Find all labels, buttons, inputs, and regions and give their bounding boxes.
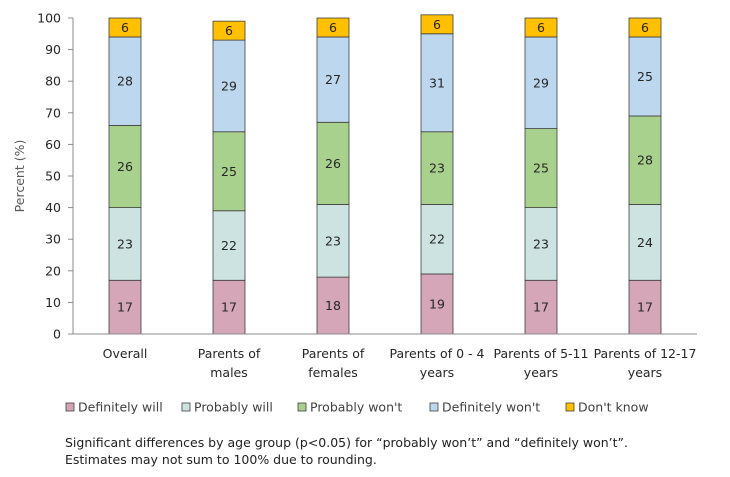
data-label: 17 bbox=[117, 300, 133, 315]
bar-segment bbox=[628, 279, 662, 335]
data-label: 17 bbox=[221, 300, 237, 315]
y-tick-label: 10 bbox=[45, 295, 61, 310]
bar-segment bbox=[628, 36, 662, 117]
data-label: 17 bbox=[637, 300, 653, 315]
data-label: 19 bbox=[429, 296, 445, 311]
legend-label: Definitely will bbox=[78, 400, 163, 415]
x-tick-label: Parents of bbox=[302, 346, 365, 361]
bar-segment bbox=[524, 128, 558, 209]
bar-segment bbox=[212, 210, 246, 281]
data-label: 25 bbox=[533, 161, 549, 176]
bar-segment bbox=[524, 17, 558, 38]
legend-label: Don't know bbox=[578, 400, 649, 415]
bar-segment bbox=[212, 39, 246, 133]
y-tick-label: 20 bbox=[45, 263, 61, 278]
legend-swatch bbox=[297, 402, 307, 412]
footnote: Significant differences by age group (p<… bbox=[65, 434, 725, 468]
y-axis: 0 10 20 30 40 50 60 70 80 90 100 Percent (%) bbox=[12, 11, 74, 342]
data-label: 17 bbox=[533, 300, 549, 315]
legend-swatch bbox=[565, 402, 575, 412]
y-tick-label: 50 bbox=[45, 169, 61, 184]
bar-segment bbox=[628, 204, 662, 281]
x-tick-label: Parents of 5-11 bbox=[494, 346, 589, 361]
data-label: 23 bbox=[117, 236, 133, 251]
legend-label: Definitely won't bbox=[442, 400, 540, 415]
data-label: 6 bbox=[225, 23, 233, 38]
x-tick-label: Parents of 0 - 4 bbox=[390, 346, 485, 361]
data-label: 26 bbox=[325, 156, 341, 171]
y-tick-label: 0 bbox=[53, 327, 61, 342]
data-label: 26 bbox=[117, 159, 133, 174]
bar-segment bbox=[524, 36, 558, 129]
data-label: 22 bbox=[429, 232, 445, 247]
data-label: 23 bbox=[533, 236, 549, 251]
y-tick-label: 80 bbox=[45, 74, 61, 89]
y-axis-label: Percent (%) bbox=[12, 140, 27, 213]
bar-segment bbox=[420, 204, 454, 275]
bar-segment bbox=[108, 17, 142, 38]
x-tick-label: Overall bbox=[103, 346, 148, 361]
bar-segment bbox=[316, 204, 350, 278]
x-tick-label: males bbox=[210, 365, 248, 380]
legend-label: Probably won't bbox=[310, 400, 402, 415]
x-tick-label: Parents of bbox=[198, 346, 261, 361]
bar-segment bbox=[316, 17, 350, 38]
x-tick-label: years bbox=[420, 365, 454, 380]
data-label: 31 bbox=[429, 75, 445, 90]
legend-label: Probably will bbox=[194, 400, 273, 415]
data-label: 25 bbox=[637, 69, 653, 84]
bar-segment bbox=[316, 121, 350, 205]
footnote-line-2: Estimates may not sum to 100% due to rou… bbox=[65, 452, 377, 467]
data-label: 6 bbox=[641, 20, 649, 35]
legend-swatch bbox=[181, 402, 191, 412]
bars: 17 23 26 28 6 17 22 25 29 6 18 23 26 27 6 19 22 23 31 6 17 23… bbox=[108, 14, 662, 335]
x-axis: Overall Parents of males Parents of females P… bbox=[73, 333, 697, 380]
legend-swatch bbox=[429, 402, 439, 412]
data-label: 28 bbox=[637, 153, 653, 168]
y-tick-label: 60 bbox=[45, 137, 61, 152]
y-tick-label: 90 bbox=[45, 42, 61, 57]
data-label: 6 bbox=[121, 20, 129, 35]
x-tick-label: females bbox=[308, 365, 358, 380]
bar-segment bbox=[316, 36, 350, 123]
data-label: 23 bbox=[429, 161, 445, 176]
data-label: 27 bbox=[325, 72, 341, 87]
legend: Definitely will Probably will Probably won… bbox=[65, 400, 649, 415]
x-tick-label: Parents of 12-17 bbox=[594, 346, 697, 361]
y-tick-label: 100 bbox=[37, 11, 61, 26]
bar-segment bbox=[420, 14, 454, 35]
y-tick-label: 40 bbox=[45, 200, 61, 215]
data-label: 29 bbox=[221, 78, 237, 93]
x-tick-label: years bbox=[628, 365, 662, 380]
legend-swatch bbox=[65, 402, 75, 412]
bar-segment bbox=[316, 276, 350, 335]
bar-segment bbox=[420, 33, 454, 133]
footnote-line-1: Significant differences by age group (p<… bbox=[65, 435, 628, 450]
data-label: 24 bbox=[637, 235, 653, 250]
data-label: 29 bbox=[533, 75, 549, 90]
bar-segment bbox=[524, 279, 558, 335]
data-label: 6 bbox=[329, 20, 337, 35]
bar-segment bbox=[628, 115, 662, 205]
data-label: 28 bbox=[117, 74, 133, 89]
y-tick-label: 70 bbox=[45, 105, 61, 120]
data-label: 18 bbox=[325, 298, 341, 313]
data-label: 23 bbox=[325, 233, 341, 248]
data-label: 25 bbox=[221, 164, 237, 179]
data-label: 22 bbox=[221, 238, 237, 253]
bar-segment bbox=[420, 131, 454, 205]
bar-segment bbox=[108, 279, 142, 335]
data-label: 6 bbox=[433, 17, 441, 32]
bar-segment bbox=[212, 20, 246, 41]
data-label: 6 bbox=[537, 20, 545, 35]
y-tick-label: 30 bbox=[45, 232, 61, 247]
x-tick-label: years bbox=[524, 365, 558, 380]
bar-segment bbox=[628, 17, 662, 38]
